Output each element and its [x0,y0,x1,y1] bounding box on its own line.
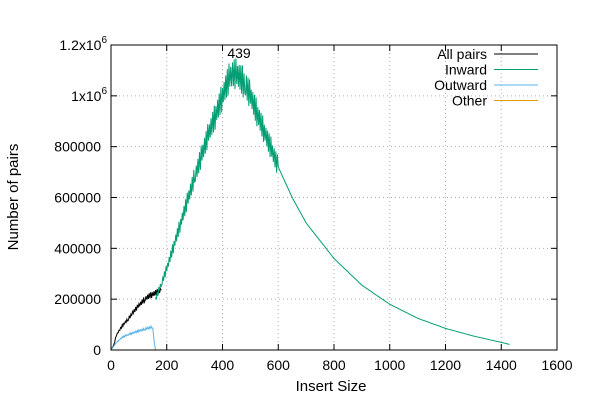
peak-annotation: 439 [227,45,251,61]
y-tick-label: 0 [93,342,101,358]
y-tick-label: 600000 [54,190,101,206]
legend-label: Other [452,93,487,109]
legend-label: Inward [445,62,487,78]
series-line-outward [110,324,157,351]
x-tick-label: 0 [107,357,115,373]
x-tick-label: 1600 [541,357,572,373]
y-tick-label: 800000 [54,139,101,155]
tick-marks [110,44,558,351]
x-axis-title: Insert Size [296,378,367,395]
legend-label: All pairs [437,46,487,62]
x-tick-label: 1000 [374,357,405,373]
series-line-all-pairs [110,286,162,351]
x-tick-label: 600 [267,357,291,373]
y-tick-label: 400000 [54,240,101,256]
y-tick-label: 200000 [54,291,101,307]
grid [111,45,557,350]
annotations: 439 [227,45,251,61]
x-tick-label: 200 [155,357,179,373]
x-tick-labels: 0 200 400 600 800 1000 1200 1400 1600 [107,357,573,373]
x-tick-label: 1200 [430,357,461,373]
x-tick-label: 400 [211,357,235,373]
legend-label: Outward [434,77,487,93]
y-tick-labels: 0 200000 400000 600000 800000 1x106 1.2x106 [54,35,107,358]
y-tick-label: 1x106 [71,86,107,104]
series-line-inward [155,58,510,345]
x-tick-label: 1400 [486,357,517,373]
y-tick-label: 1.2x106 [59,35,107,53]
y-axis-title: Number of pairs [5,144,22,251]
series-group [110,58,510,351]
x-tick-label: 800 [322,357,346,373]
